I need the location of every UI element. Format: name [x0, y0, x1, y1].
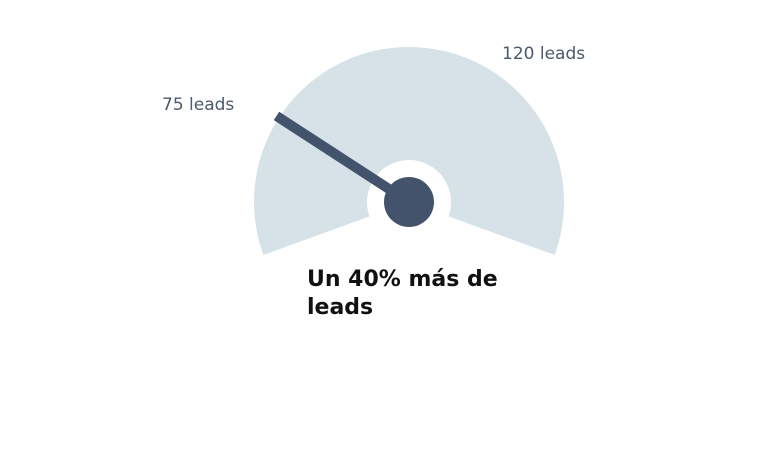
gauge-label-current: 120 leads [502, 44, 586, 64]
gauge-needle [273, 111, 412, 207]
gauge-label-previous: 75 leads [162, 95, 235, 115]
gauge-arc [254, 46, 565, 256]
gauge-needle-hub [384, 177, 434, 227]
gauge-caption: Un 40% más de leads [307, 267, 498, 320]
